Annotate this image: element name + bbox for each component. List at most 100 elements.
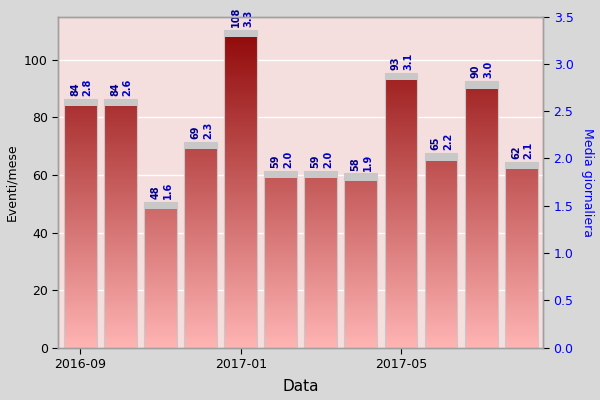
Bar	[224, 141, 257, 142]
Bar	[385, 316, 418, 318]
Bar	[304, 300, 337, 301]
Bar	[144, 234, 177, 235]
Bar	[464, 270, 497, 272]
Bar	[224, 86, 257, 88]
Bar	[104, 321, 137, 323]
Bar	[464, 243, 497, 245]
Bar	[64, 224, 97, 225]
Bar	[304, 230, 337, 232]
Bar	[385, 197, 418, 199]
Bar	[224, 78, 257, 80]
Bar	[464, 157, 497, 159]
Bar	[385, 184, 418, 186]
Bar	[64, 204, 97, 205]
Bar	[104, 234, 137, 235]
Bar	[224, 93, 257, 94]
Bar	[144, 220, 177, 222]
Bar	[104, 144, 137, 146]
Bar	[505, 292, 538, 293]
Bar	[425, 230, 457, 232]
Bar	[385, 310, 418, 311]
Bar	[265, 340, 297, 341]
Bar	[104, 220, 137, 222]
Bar	[505, 318, 538, 320]
Bar	[385, 326, 418, 328]
Bar	[505, 296, 538, 298]
Bar	[304, 218, 337, 220]
Bar	[184, 328, 217, 330]
Bar	[385, 227, 418, 228]
Bar	[104, 136, 137, 138]
Bar	[64, 192, 97, 194]
Bar	[304, 334, 337, 336]
Bar	[265, 245, 297, 247]
Bar	[385, 194, 418, 195]
Bar	[104, 272, 137, 273]
Bar	[385, 324, 418, 326]
Bar	[385, 340, 418, 341]
Bar	[304, 273, 337, 275]
Bar	[464, 204, 497, 205]
Bar	[265, 199, 297, 200]
Bar	[505, 218, 538, 220]
Bar	[464, 324, 497, 326]
Bar	[104, 301, 137, 303]
Bar	[425, 344, 457, 346]
Bar	[464, 177, 497, 179]
Bar	[304, 288, 337, 290]
Bar	[344, 301, 377, 303]
Bar	[464, 109, 497, 111]
Bar	[385, 151, 418, 152]
Bar	[265, 202, 297, 204]
Bar	[64, 129, 97, 131]
Bar	[64, 112, 97, 114]
Bar	[265, 275, 297, 276]
Bar	[505, 210, 538, 212]
Bar	[464, 341, 497, 343]
Bar	[224, 41, 257, 43]
Bar	[64, 235, 97, 237]
Bar	[104, 260, 137, 262]
Bar	[385, 83, 418, 84]
Bar	[184, 301, 217, 303]
Bar	[425, 258, 457, 260]
Bar	[224, 331, 257, 333]
Bar	[505, 334, 538, 336]
Bar	[144, 252, 177, 253]
Bar	[344, 200, 377, 202]
Bar	[224, 276, 257, 278]
Bar	[304, 262, 337, 263]
Bar	[104, 128, 137, 129]
Bar	[464, 88, 497, 90]
Bar	[224, 51, 257, 53]
Bar	[385, 268, 418, 270]
Bar	[304, 326, 337, 328]
Bar	[505, 187, 538, 189]
Bar	[425, 346, 457, 348]
Bar	[464, 159, 497, 161]
Bar	[385, 187, 418, 189]
Bar	[144, 328, 177, 330]
Bar	[224, 240, 257, 242]
Bar	[464, 176, 497, 177]
Bar	[425, 184, 457, 186]
Bar	[144, 266, 177, 268]
Bar	[385, 186, 418, 187]
Bar	[184, 320, 217, 321]
Bar	[344, 336, 377, 338]
Bar	[224, 48, 257, 50]
Bar	[344, 316, 377, 318]
Bar	[385, 333, 418, 334]
Bar	[344, 195, 377, 197]
Bar	[425, 265, 457, 266]
Bar	[344, 190, 377, 192]
Bar	[344, 343, 377, 344]
Bar	[304, 344, 337, 346]
Bar	[224, 263, 257, 265]
Bar	[425, 305, 457, 306]
Bar	[64, 305, 97, 306]
Bar	[425, 324, 457, 326]
Bar	[425, 194, 457, 195]
Bar	[385, 109, 418, 111]
Bar	[505, 262, 538, 263]
